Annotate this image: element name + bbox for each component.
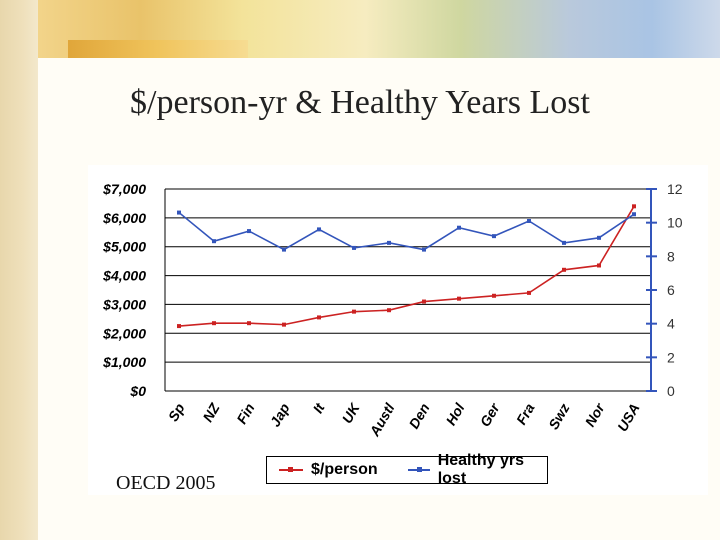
y-tick-label-left: $4,000 xyxy=(102,268,146,284)
legend-item-years: Healthy yrs lost xyxy=(407,452,547,488)
x-tick-label: NZ xyxy=(199,400,222,425)
data-point xyxy=(457,225,461,230)
parchment-border xyxy=(0,0,38,540)
data-point xyxy=(597,235,601,240)
x-tick-label: Hol xyxy=(442,400,468,428)
data-point xyxy=(492,234,496,239)
x-tick-label: Fra xyxy=(513,400,538,427)
line-chart: $0 $1,000 $2,000 $3,000 $4,000 $5,000 $6,000 $7… xyxy=(102,181,683,440)
data-point xyxy=(177,324,181,329)
x-tick-label: Fin xyxy=(233,401,257,427)
data-point xyxy=(317,315,321,320)
x-tick-label: Nor xyxy=(582,399,609,429)
legend-label-cost: $/person xyxy=(311,461,378,478)
y-tick-label-left: $2,000 xyxy=(102,325,146,341)
data-point xyxy=(317,227,321,232)
y-tick-label-right: 2 xyxy=(667,349,675,365)
slide-title: $/person-yr & Healthy Years Lost xyxy=(130,84,590,121)
series-line xyxy=(178,211,635,251)
x-tick-label: Ger xyxy=(477,399,504,429)
data-point xyxy=(212,239,216,244)
decorative-banner xyxy=(38,0,720,58)
data-point xyxy=(632,212,636,217)
y-tick-label-right: 10 xyxy=(667,215,683,231)
data-point xyxy=(282,247,286,252)
banner-accent xyxy=(68,40,248,58)
data-point xyxy=(422,299,426,304)
legend-swatch-cost xyxy=(279,467,303,472)
legend-item-cost: $/person xyxy=(279,461,378,479)
data-point xyxy=(632,204,636,209)
y-tick-label-left: $5,000 xyxy=(102,239,146,255)
data-point xyxy=(387,240,391,245)
data-point xyxy=(282,322,286,327)
y-tick-label-left: $7,000 xyxy=(102,181,146,197)
data-point xyxy=(212,321,216,326)
series-line xyxy=(178,205,635,327)
y-tick-label-right: 0 xyxy=(667,383,675,399)
y-tick-label-left: $0 xyxy=(129,383,146,399)
x-tick-label: Den xyxy=(406,401,433,432)
data-point xyxy=(177,210,181,215)
source-note: OECD 2005 xyxy=(116,472,216,494)
data-point xyxy=(352,309,356,314)
x-tick-label: Sp xyxy=(165,400,188,424)
y-tick-label-left: $6,000 xyxy=(102,210,146,226)
data-point xyxy=(422,247,426,252)
x-tick-label: UK xyxy=(339,400,363,426)
data-point xyxy=(597,263,601,268)
data-point xyxy=(562,240,566,245)
legend-swatch-years xyxy=(407,467,430,472)
data-point xyxy=(562,267,566,272)
data-point xyxy=(387,308,391,313)
data-point xyxy=(527,218,531,223)
y-tick-label-left: $3,000 xyxy=(102,296,146,312)
y-tick-label-right: 8 xyxy=(667,248,675,264)
chart-legend: $/person Healthy yrs lost xyxy=(266,452,548,487)
x-tick-label: USA xyxy=(614,401,643,435)
x-tick-label: Jap xyxy=(267,400,293,429)
data-point xyxy=(527,290,531,295)
chart-area: $0 $1,000 $2,000 $3,000 $4,000 $5,000 $6,000 $7… xyxy=(88,165,708,495)
data-point xyxy=(247,229,251,234)
legend-label-years: Healthy yrs lost xyxy=(437,452,524,487)
x-tick-label: It xyxy=(309,399,328,416)
data-point xyxy=(247,321,251,326)
y-tick-label-right: 12 xyxy=(667,181,683,197)
data-point xyxy=(352,245,356,250)
y-tick-label-right: 4 xyxy=(667,316,675,332)
y-tick-label-right: 6 xyxy=(667,282,675,298)
x-tick-label: Austl xyxy=(366,400,398,440)
data-point xyxy=(492,293,496,298)
y-tick-label-left: $1,000 xyxy=(102,354,146,370)
data-point xyxy=(457,296,461,301)
x-tick-label: Swz xyxy=(545,401,572,433)
